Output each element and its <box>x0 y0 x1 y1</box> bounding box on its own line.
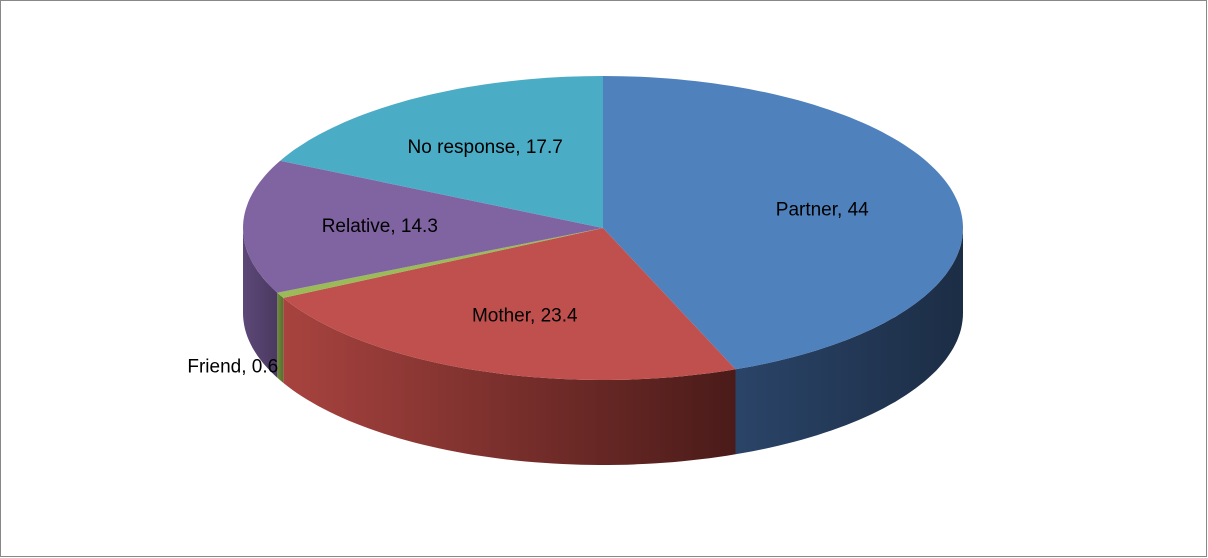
slice <box>243 160 603 293</box>
slice-side <box>243 228 278 378</box>
slice-side <box>283 297 736 465</box>
data-label: Partner, 44 <box>776 199 869 220</box>
slice <box>283 228 736 380</box>
slice <box>603 76 963 370</box>
slice <box>277 228 603 298</box>
data-label: Relative, 14.3 <box>322 216 438 237</box>
data-label: Mother, 23.4 <box>472 305 578 326</box>
slice <box>280 76 603 228</box>
data-label: No response, 17.7 <box>408 137 563 158</box>
slice-side <box>735 228 963 455</box>
data-label: Friend, 0.6 <box>187 357 278 378</box>
slice-side <box>277 292 284 383</box>
